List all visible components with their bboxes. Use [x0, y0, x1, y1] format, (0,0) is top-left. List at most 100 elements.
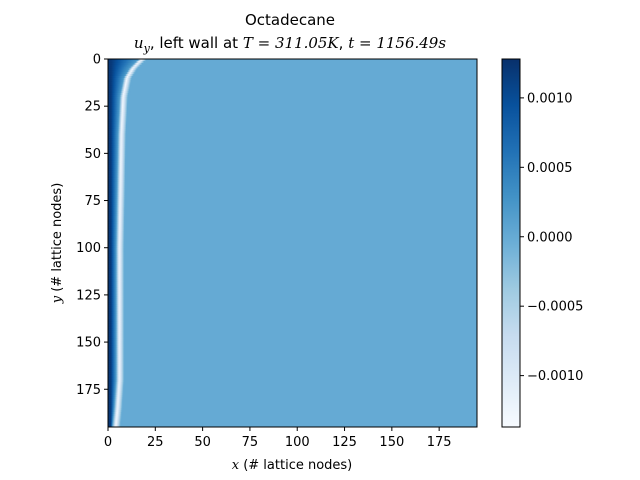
- heatmap-cell: [122, 251, 124, 254]
- heatmap-cell: [111, 166, 114, 169]
- heatmap-cell: [109, 260, 112, 264]
- heatmap-cell: [108, 138, 110, 141]
- heatmap-cell: [110, 189, 113, 192]
- heatmap-cell: [121, 334, 123, 337]
- heatmap-cell: [142, 60, 144, 64]
- heatmap-cell: [108, 211, 110, 215]
- heatmap-cell: [113, 302, 116, 305]
- heatmap-cell: [124, 132, 126, 135]
- heatmap-cell: [116, 330, 118, 334]
- heatmap-cell: [114, 100, 116, 103]
- heatmap-cell: [113, 342, 116, 345]
- heatmap-cell: [120, 355, 122, 358]
- heatmap-cell: [108, 247, 111, 251]
- heatmap-cell: [118, 293, 120, 296]
- heatmap-cell: [126, 62, 129, 66]
- heatmap-cell: [108, 106, 110, 109]
- heatmap-cell: [111, 228, 114, 232]
- heatmap-cell: [113, 238, 116, 241]
- heatmap-cell: [123, 77, 125, 81]
- heatmap-cell: [115, 330, 117, 334]
- heatmap-cell: [120, 232, 122, 235]
- heatmap-cell: [122, 85, 124, 88]
- heatmap-cell: [115, 187, 117, 190]
- heatmap-cell: [108, 317, 111, 320]
- heatmap-cell: [109, 74, 112, 77]
- heatmap-cell: [111, 208, 114, 211]
- heatmap-cell: [119, 242, 121, 245]
- heatmap-cell: [108, 119, 111, 122]
- heatmap-cell: [112, 410, 115, 413]
- heatmap-cell: [124, 338, 126, 341]
- heatmap-cell: [111, 423, 114, 426]
- heatmap-cell: [119, 415, 121, 418]
- heatmap-cell: [108, 374, 110, 377]
- heatmap-cell: [115, 287, 117, 290]
- heatmap-cell: [121, 364, 123, 368]
- heatmap-cell: [120, 296, 122, 300]
- heatmap-cell: [123, 394, 125, 398]
- heatmap-cell: [111, 106, 114, 109]
- heatmap-cell: [109, 89, 112, 92]
- heatmap-cell: [124, 360, 126, 364]
- heatmap-cell: [124, 179, 126, 183]
- heatmap-cell: [108, 326, 111, 330]
- heatmap-cell: [121, 66, 123, 69]
- heatmap-cell: [113, 174, 116, 177]
- heatmap-cell: [114, 400, 116, 403]
- heatmap-cell: [112, 238, 115, 241]
- heatmap-cell: [125, 204, 127, 207]
- heatmap-cell: [123, 60, 125, 64]
- heatmap-cell: [117, 75, 119, 79]
- heatmap-cell: [135, 62, 137, 66]
- heatmap-cell: [124, 376, 126, 379]
- heatmap-cell: [113, 185, 116, 188]
- heatmap-cell: [109, 425, 112, 427]
- heatmap-cell: [108, 328, 111, 332]
- heatmap-cell: [108, 413, 111, 417]
- heatmap-cell: [117, 394, 119, 398]
- heatmap-cell: [117, 413, 119, 417]
- heatmap-cell: [116, 255, 118, 258]
- heatmap-cell: [110, 242, 113, 245]
- heatmap-cell: [114, 336, 116, 339]
- heatmap-cell: [131, 77, 133, 81]
- heatmap-cell: [116, 153, 118, 156]
- heatmap-cell: [114, 215, 116, 218]
- heatmap-cell: [117, 234, 119, 237]
- heatmap-cell: [111, 213, 114, 217]
- heatmap-cell: [118, 296, 120, 300]
- heatmap-cell: [123, 345, 125, 349]
- heatmap-cell: [129, 72, 132, 75]
- heatmap-cell: [112, 66, 115, 69]
- heatmap-cell: [108, 96, 110, 100]
- heatmap-cell: [112, 109, 115, 113]
- heatmap-cell: [122, 298, 124, 301]
- heatmap-cell: [109, 289, 112, 292]
- heatmap-cell: [118, 268, 120, 271]
- heatmap-cell: [115, 255, 117, 258]
- heatmap-cell: [121, 377, 123, 381]
- heatmap-cell: [118, 183, 120, 186]
- heatmap-cell: [125, 238, 127, 241]
- heatmap-cell: [128, 81, 131, 84]
- heatmap-cell: [116, 340, 118, 343]
- heatmap-cell: [125, 126, 128, 130]
- heatmap-cell: [129, 64, 132, 67]
- heatmap-cell: [108, 85, 111, 88]
- heatmap-cell: [115, 151, 117, 154]
- heatmap-cell: [118, 279, 120, 283]
- heatmap-cell: [112, 166, 115, 169]
- heatmap-cell: [115, 102, 117, 105]
- heatmap-cell: [109, 325, 112, 328]
- heatmap-cell: [108, 83, 111, 86]
- heatmap-cell: [120, 236, 122, 239]
- heatmap-cell: [112, 277, 115, 281]
- heatmap-cell: [118, 89, 120, 92]
- heatmap-cell: [111, 143, 114, 147]
- heatmap-cell: [122, 332, 124, 335]
- heatmap-cell: [117, 192, 119, 196]
- heatmap-cell: [120, 174, 122, 177]
- heatmap-cell: [114, 91, 116, 94]
- heatmap-cell: [122, 391, 124, 394]
